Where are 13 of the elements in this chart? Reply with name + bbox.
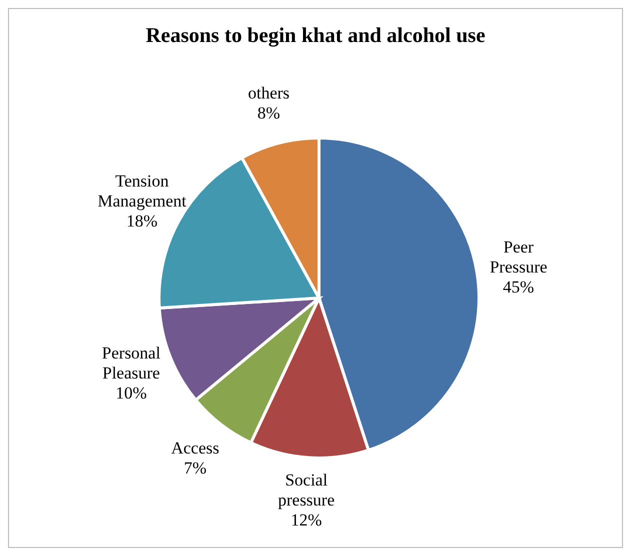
slice-label: Personal Pleasure xyxy=(102,342,161,382)
slice-label: Social pressure xyxy=(278,470,335,510)
slice-label: Peer Pressure xyxy=(490,236,548,276)
data-label: 45% xyxy=(502,276,534,296)
data-label: 10% xyxy=(116,382,147,402)
slice-label: Access xyxy=(171,438,220,458)
slice-label: Tension Management xyxy=(98,171,187,210)
slice-label: others xyxy=(248,82,290,102)
data-label: 8% xyxy=(257,102,280,122)
data-label: 7% xyxy=(184,458,207,478)
data-label: 18% xyxy=(126,211,158,230)
chart-title: Reasons to begin khat and alcohol use xyxy=(144,23,486,48)
data-label: 12% xyxy=(290,510,322,530)
